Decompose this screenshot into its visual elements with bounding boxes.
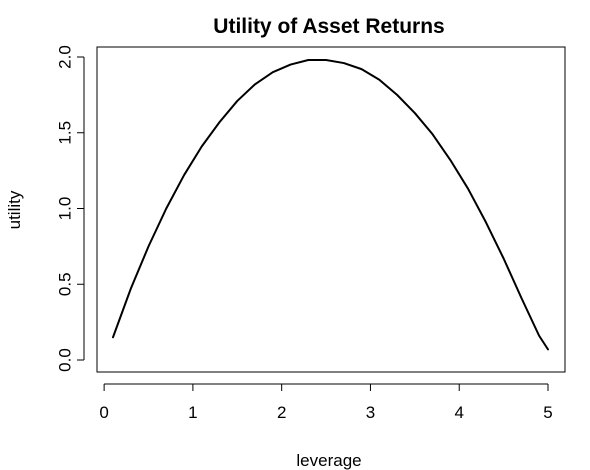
x-tick-label: 3 [366,403,375,422]
y-tick-label: 2.0 [55,45,74,69]
x-axis: 0 1 2 3 4 5 [99,384,552,422]
chart-title: Utility of Asset Returns [213,15,444,38]
x-tick-label: 0 [99,403,108,422]
y-tick-label: 1.5 [55,121,74,145]
x-tick-label: 4 [454,403,463,422]
plot-frame [97,47,565,372]
x-tick-label: 1 [188,403,197,422]
y-axis-label: utility [5,190,24,229]
x-tick-label: 5 [543,403,552,422]
x-axis-label: leverage [296,451,361,470]
x-tick-label: 2 [277,403,286,422]
y-axis: 0.0 0.5 1.0 1.5 2.0 [55,45,84,372]
utility-curve [113,60,548,349]
y-tick-label: 0.0 [55,348,74,372]
y-tick-label: 1.0 [55,197,74,221]
y-tick-label: 0.5 [55,272,74,296]
